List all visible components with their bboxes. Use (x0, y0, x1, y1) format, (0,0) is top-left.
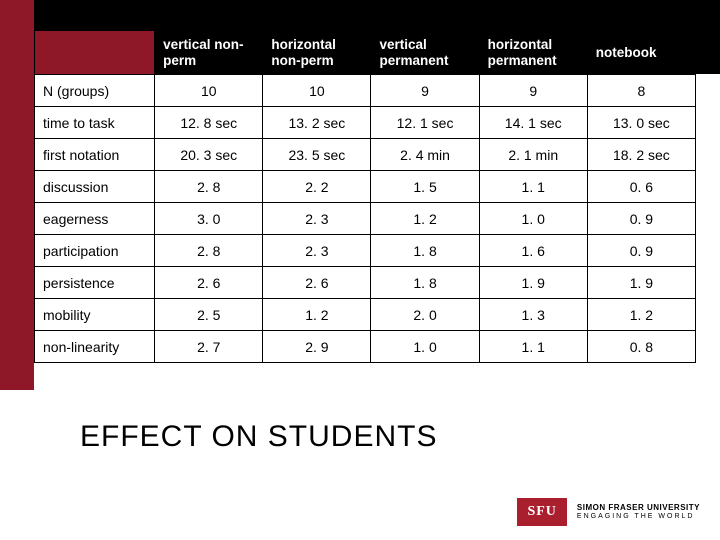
cell-value: 2. 6 (263, 267, 371, 299)
cell-value: 2. 4 min (371, 139, 479, 171)
cell-value: 1. 0 (371, 331, 479, 363)
col-header: vertical permanent (371, 31, 479, 75)
row-label: first notation (35, 139, 155, 171)
row-label: participation (35, 235, 155, 267)
cell-value: 0. 6 (587, 171, 695, 203)
cell-value: 1. 9 (587, 267, 695, 299)
cell-value: 12. 8 sec (155, 107, 263, 139)
cell-value: 2. 6 (155, 267, 263, 299)
cell-value: 1. 2 (587, 299, 695, 331)
cell-value: 2. 7 (155, 331, 263, 363)
footer-line2: ENGAGING THE WORLD (577, 513, 700, 521)
table-row: time to task12. 8 sec13. 2 sec12. 1 sec1… (35, 107, 696, 139)
cell-value: 0. 9 (587, 235, 695, 267)
col-header: horizontal permanent (479, 31, 587, 75)
cell-value: 2. 3 (263, 203, 371, 235)
cell-value: 12. 1 sec (371, 107, 479, 139)
row-label: time to task (35, 107, 155, 139)
cell-value: 10 (263, 75, 371, 107)
cell-value: 1. 8 (371, 235, 479, 267)
cell-value: 18. 2 sec (587, 139, 695, 171)
col-header: vertical non-perm (155, 31, 263, 75)
cell-value: 2. 5 (155, 299, 263, 331)
cell-value: 0. 8 (587, 331, 695, 363)
cell-value: 1. 6 (479, 235, 587, 267)
table-row: first notation20. 3 sec23. 5 sec2. 4 min… (35, 139, 696, 171)
cell-value: 13. 2 sec (263, 107, 371, 139)
accent-red-bar (0, 0, 34, 390)
row-label: eagerness (35, 203, 155, 235)
table-corner-cell (35, 31, 155, 75)
cell-value: 2. 2 (263, 171, 371, 203)
row-label: persistence (35, 267, 155, 299)
cell-value: 0. 9 (587, 203, 695, 235)
table-row: discussion2. 82. 21. 51. 10. 6 (35, 171, 696, 203)
table-row: eagerness3. 02. 31. 21. 00. 9 (35, 203, 696, 235)
footer-line1: SIMON FRASER UNIVERSITY (577, 504, 700, 513)
cell-value: 20. 3 sec (155, 139, 263, 171)
cell-value: 14. 1 sec (479, 107, 587, 139)
cell-value: 23. 5 sec (263, 139, 371, 171)
table-row: non-linearity2. 72. 91. 01. 10. 8 (35, 331, 696, 363)
cell-value: 2. 0 (371, 299, 479, 331)
table-body: N (groups)1010998time to task12. 8 sec13… (35, 75, 696, 363)
cell-value: 8 (587, 75, 695, 107)
cell-value: 1. 1 (479, 331, 587, 363)
cell-value: 10 (155, 75, 263, 107)
row-label: discussion (35, 171, 155, 203)
data-table: vertical non-perm horizontal non-perm ve… (34, 30, 696, 363)
sfu-text: SIMON FRASER UNIVERSITY ENGAGING THE WOR… (577, 504, 700, 520)
table-row: mobility2. 51. 22. 01. 31. 2 (35, 299, 696, 331)
cell-value: 2. 9 (263, 331, 371, 363)
cell-value: 1. 2 (263, 299, 371, 331)
sfu-logo: SFU (517, 498, 566, 526)
cell-value: 13. 0 sec (587, 107, 695, 139)
table-row: N (groups)1010998 (35, 75, 696, 107)
cell-value: 2. 1 min (479, 139, 587, 171)
cell-value: 1. 2 (371, 203, 479, 235)
cell-value: 2. 3 (263, 235, 371, 267)
cell-value: 2. 8 (155, 235, 263, 267)
cell-value: 9 (371, 75, 479, 107)
cell-value: 2. 8 (155, 171, 263, 203)
cell-value: 1. 9 (479, 267, 587, 299)
table-head: vertical non-perm horizontal non-perm ve… (35, 31, 696, 75)
col-header: notebook (587, 31, 695, 75)
cell-value: 1. 5 (371, 171, 479, 203)
row-label: non-linearity (35, 331, 155, 363)
cell-value: 3. 0 (155, 203, 263, 235)
slide: vertical non-perm horizontal non-perm ve… (0, 0, 720, 540)
cell-value: 1. 0 (479, 203, 587, 235)
row-label: mobility (35, 299, 155, 331)
table-row: persistence2. 62. 61. 81. 91. 9 (35, 267, 696, 299)
section-title: EFFECT ON STUDENTS (80, 420, 437, 454)
data-table-wrap: vertical non-perm horizontal non-perm ve… (34, 30, 696, 363)
row-label: N (groups) (35, 75, 155, 107)
col-header: horizontal non-perm (263, 31, 371, 75)
cell-value: 1. 3 (479, 299, 587, 331)
cell-value: 9 (479, 75, 587, 107)
footer: SFU SIMON FRASER UNIVERSITY ENGAGING THE… (517, 498, 700, 526)
cell-value: 1. 1 (479, 171, 587, 203)
table-row: participation2. 82. 31. 81. 60. 9 (35, 235, 696, 267)
cell-value: 1. 8 (371, 267, 479, 299)
